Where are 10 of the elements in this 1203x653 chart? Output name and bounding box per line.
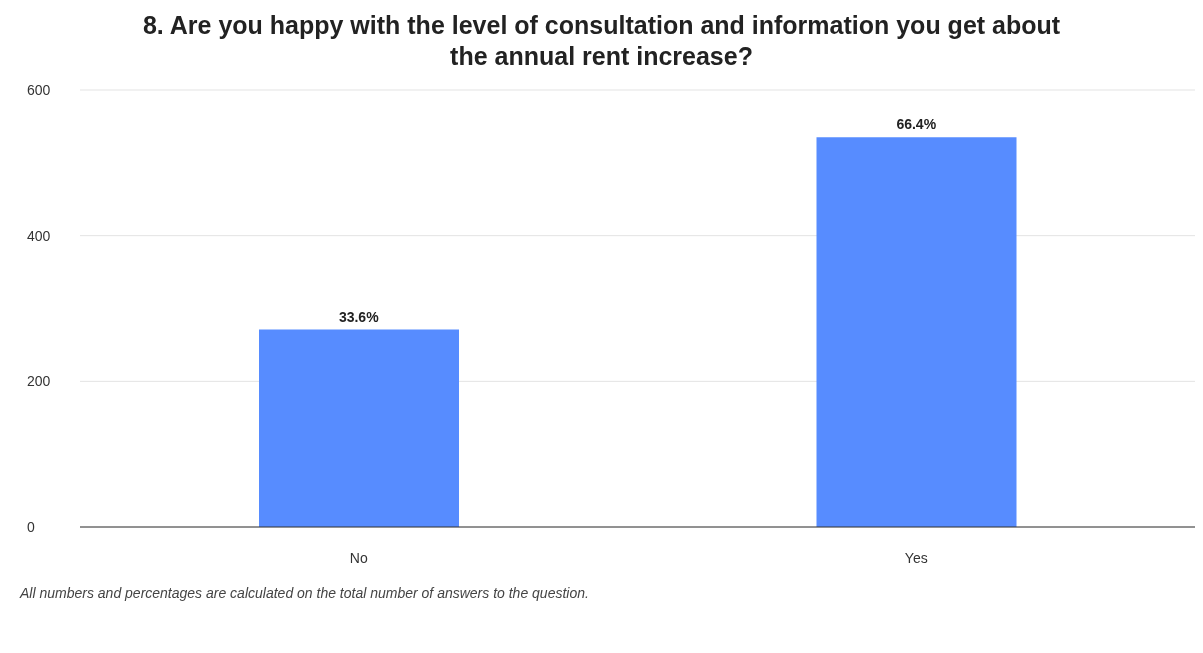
text: All numbers and percentages are calculated on the total number of answers to the question. [18,585,590,601]
y-tick-label: 200 [27,373,51,390]
y-tick-label: 0 [27,518,35,535]
annotation: 33.6% [338,308,380,325]
chart-title: 8. Are you happy with the level of consultation and information you get about the annual rent increase? [141,10,1062,72]
x-tick-label: Yes [904,549,928,566]
annotation: 66.4% [896,116,937,133]
x-tick-label: No [349,549,368,566]
y-tick-label: 400 [27,227,51,244]
y-tick-label: 600 [27,81,51,98]
